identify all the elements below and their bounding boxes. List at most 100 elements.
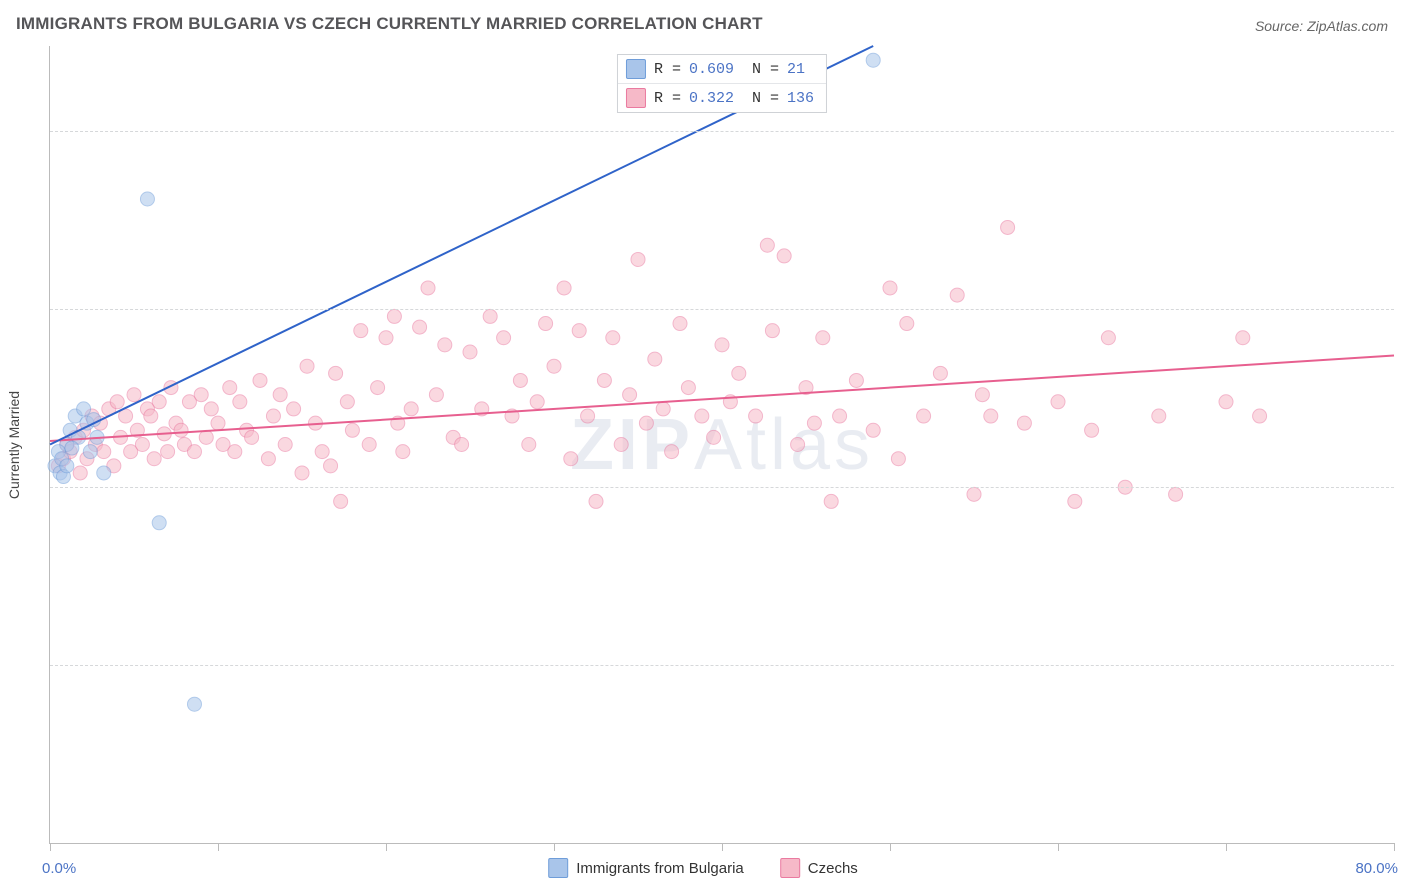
point-czechs: [581, 409, 595, 423]
point-czechs: [73, 466, 87, 480]
point-czechs: [396, 445, 410, 459]
swatch: [626, 88, 646, 108]
point-czechs: [732, 366, 746, 380]
chart-title: IMMIGRANTS FROM BULGARIA VS CZECH CURREN…: [16, 14, 1390, 34]
point-czechs: [127, 388, 141, 402]
point-czechs: [765, 324, 779, 338]
r-label: R =: [654, 90, 681, 107]
point-czechs: [233, 395, 247, 409]
point-bulgaria: [140, 192, 154, 206]
point-czechs: [1219, 395, 1233, 409]
point-czechs: [900, 317, 914, 331]
point-czechs: [715, 338, 729, 352]
point-czechs: [110, 395, 124, 409]
point-czechs: [228, 445, 242, 459]
point-czechs: [174, 423, 188, 437]
point-czechs: [589, 494, 603, 508]
legend-stats: R =0.609N = 21R =0.322N =136: [617, 54, 827, 113]
point-czechs: [950, 288, 964, 302]
point-bulgaria: [83, 445, 97, 459]
xtick: [1058, 843, 1059, 851]
point-czechs: [1051, 395, 1065, 409]
r-value: 0.322: [689, 90, 734, 107]
xtick: [890, 843, 891, 851]
point-czechs: [354, 324, 368, 338]
point-czechs: [421, 281, 435, 295]
point-czechs: [300, 359, 314, 373]
point-czechs: [211, 416, 225, 430]
point-czechs: [1253, 409, 1267, 423]
xtick: [218, 843, 219, 851]
point-czechs: [707, 430, 721, 444]
point-czechs: [833, 409, 847, 423]
point-czechs: [883, 281, 897, 295]
point-czechs: [315, 445, 329, 459]
point-czechs: [623, 388, 637, 402]
point-bulgaria: [152, 516, 166, 530]
point-czechs: [614, 438, 628, 452]
point-czechs: [816, 331, 830, 345]
legend-item: Immigrants from Bulgaria: [548, 858, 744, 878]
point-czechs: [547, 359, 561, 373]
point-czechs: [429, 388, 443, 402]
point-czechs: [245, 430, 259, 444]
point-czechs: [639, 416, 653, 430]
chart-svg: [50, 46, 1394, 843]
point-czechs: [606, 331, 620, 345]
point-bulgaria: [97, 466, 111, 480]
point-czechs: [147, 452, 161, 466]
point-czechs: [161, 445, 175, 459]
point-bulgaria: [65, 441, 79, 455]
point-czechs: [97, 445, 111, 459]
point-bulgaria: [866, 53, 880, 67]
point-czechs: [681, 381, 695, 395]
n-label: N =: [752, 61, 779, 78]
point-bulgaria: [87, 413, 101, 427]
point-czechs: [135, 438, 149, 452]
point-czechs: [324, 459, 338, 473]
source-label: Source: ZipAtlas.com: [1255, 18, 1388, 34]
xtick: [722, 843, 723, 851]
legend-label: Czechs: [808, 860, 858, 877]
regression-czechs: [50, 356, 1394, 441]
point-czechs: [984, 409, 998, 423]
point-czechs: [1085, 423, 1099, 437]
gridline: [50, 487, 1394, 488]
r-value: 0.609: [689, 61, 734, 78]
legend-stat-row: R =0.322N =136: [618, 83, 826, 112]
swatch: [780, 858, 800, 878]
point-czechs: [975, 388, 989, 402]
point-czechs: [824, 494, 838, 508]
point-czechs: [1068, 494, 1082, 508]
point-czechs: [223, 381, 237, 395]
point-czechs: [199, 430, 213, 444]
point-czechs: [463, 345, 477, 359]
point-czechs: [194, 388, 208, 402]
point-czechs: [261, 452, 275, 466]
n-label: N =: [752, 90, 779, 107]
legend-stat-row: R =0.609N = 21: [618, 55, 826, 83]
xtick: [1226, 843, 1227, 851]
xaxis-max-label: 80.0%: [1355, 860, 1398, 877]
xtick: [554, 843, 555, 851]
gridline: [50, 131, 1394, 132]
legend-series: Immigrants from Bulgaria Czechs: [548, 858, 858, 878]
point-czechs: [849, 373, 863, 387]
point-czechs: [404, 402, 418, 416]
xtick: [1394, 843, 1395, 851]
point-czechs: [866, 423, 880, 437]
point-czechs: [371, 381, 385, 395]
point-czechs: [438, 338, 452, 352]
xtick: [50, 843, 51, 851]
point-czechs: [648, 352, 662, 366]
point-czechs: [1101, 331, 1115, 345]
point-czechs: [656, 402, 670, 416]
point-bulgaria: [77, 402, 91, 416]
point-czechs: [152, 395, 166, 409]
point-czechs: [334, 494, 348, 508]
point-czechs: [340, 395, 354, 409]
swatch: [626, 59, 646, 79]
point-czechs: [345, 423, 359, 437]
swatch: [548, 858, 568, 878]
r-label: R =: [654, 61, 681, 78]
